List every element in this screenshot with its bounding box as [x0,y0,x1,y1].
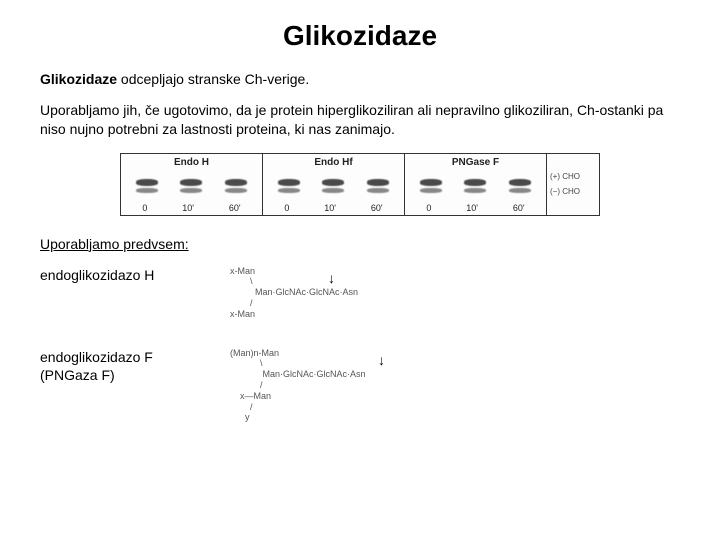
gel-times-2: 0 10' 60' [267,203,400,213]
gel-panel-2: Endo Hf 0 10' 60' [263,154,405,215]
gel-times-3: 0 10' 60' [409,203,542,213]
cleavage-arrow-2: ↓ [378,352,385,369]
gel-panel-1: Endo H 0 10' 60' [121,154,263,215]
enzyme-1-label: endoglikozidazo H [40,266,200,284]
gel-header-1: Endo H [125,157,258,168]
gel-figure: Endo H 0 10' 60' Endo Hf 0 10' 60 [120,153,600,216]
gel-lanes-2 [267,171,400,201]
gel-panel-3: PNGase F 0 10' 60' [405,154,547,215]
gel-header-2: Endo Hf [267,157,400,168]
gel-lanes-1 [125,171,258,201]
gel-lanes-3 [409,171,542,201]
enzyme-2-label: endoglikozidazo F (PNGaza F) [40,348,200,384]
usage-paragraph: Uporabljamo jih, če ugotovimo, da je pro… [40,101,680,139]
enzyme-row-2: endoglikozidazo F (PNGaza F) (Man)n-Man … [40,348,680,424]
gel-box: Endo H 0 10' 60' Endo Hf 0 10' 60 [120,153,600,216]
gel-side-top: (+) CHO [550,172,596,181]
cleavage-arrow-1: ↓ [328,270,335,287]
gel-header-3: PNGase F [409,157,542,168]
page-title: Glikozidaze [40,20,680,52]
structure-1: x-Man \ Man·GlcNAc·GlcNAc·Asn / x-Man ↓ [230,266,358,320]
gel-side-labels: (+) CHO (−) CHO [547,154,599,215]
gel-side-bot: (−) CHO [550,187,596,196]
gel-times-1: 0 10' 60' [125,203,258,213]
subheading: Uporabljamo predvsem: [40,236,680,252]
intro-paragraph: Glikozidaze odcepljajo stranske Ch-verig… [40,70,680,89]
enzyme-row-1: endoglikozidazo H x-Man \ Man·GlcNAc·Glc… [40,266,680,320]
structure-2: (Man)n-Man \ Man·GlcNAc·GlcNAc·Asn / x—M… [230,348,366,424]
intro-bold: Glikozidaze [40,71,117,87]
intro-rest: odcepljajo stranske Ch-verige. [117,71,309,87]
